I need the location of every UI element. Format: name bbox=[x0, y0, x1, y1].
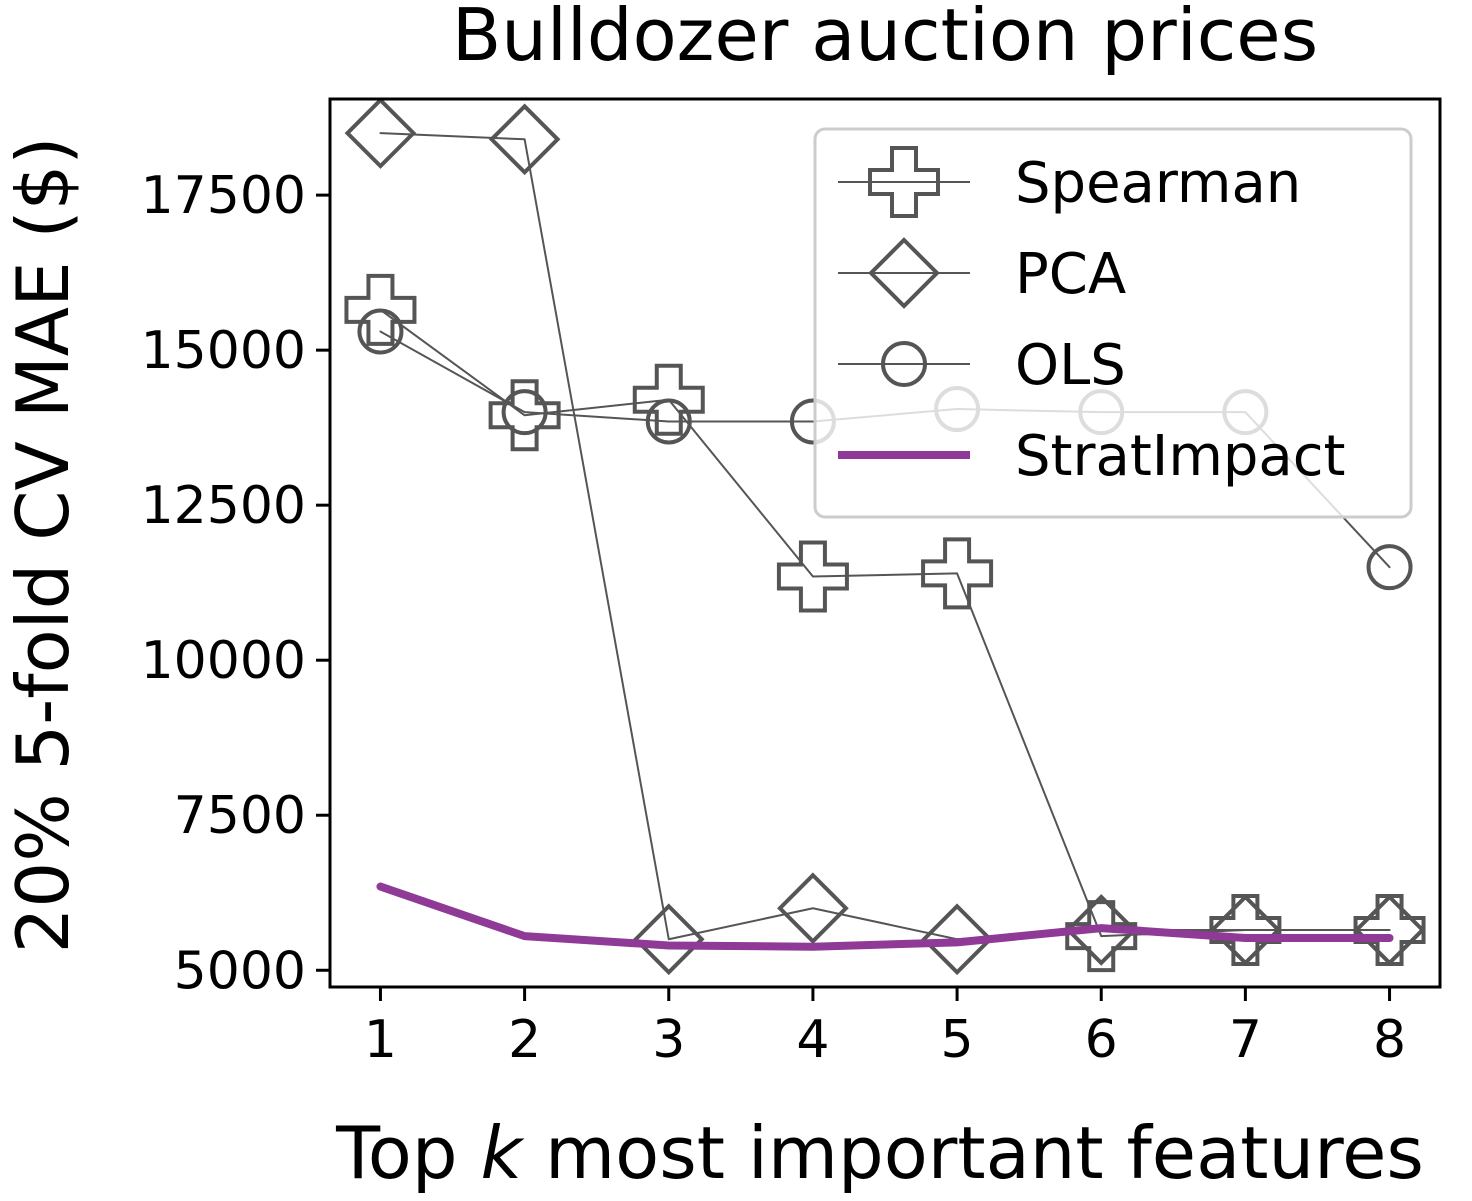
legend-entry-spearman: Spearman bbox=[838, 146, 1301, 218]
point-pca-8 bbox=[1353, 894, 1426, 966]
legend-label-spearman: Spearman bbox=[1015, 151, 1301, 216]
point-pca-5 bbox=[921, 903, 993, 976]
y-tick-label-5000: 5000 bbox=[174, 941, 306, 1001]
x-tick-label-5: 5 bbox=[941, 1010, 974, 1070]
y-tick-label-10000: 10000 bbox=[141, 631, 306, 691]
series-stratimpact bbox=[376, 882, 1394, 951]
x-tick-label-4: 4 bbox=[796, 1010, 829, 1070]
point-pca-4 bbox=[777, 872, 849, 945]
x-tick-label-3: 3 bbox=[652, 1010, 685, 1070]
legend-box bbox=[813, 127, 1413, 519]
point-ols-1 bbox=[357, 308, 404, 355]
point-pca-2 bbox=[488, 103, 561, 176]
point-ols-2 bbox=[501, 389, 548, 436]
point-pca-3 bbox=[632, 903, 705, 976]
x-tick-label-6: 6 bbox=[1085, 1010, 1118, 1070]
point-pca-6 bbox=[1065, 894, 1138, 966]
legend-label-ols: OLS bbox=[1015, 333, 1126, 398]
point-spearman-6 bbox=[1065, 900, 1138, 973]
y-tick-label-7500: 7500 bbox=[174, 786, 306, 846]
legend-label-pca: PCA bbox=[1015, 242, 1126, 307]
series-line-pca bbox=[379, 132, 1391, 941]
point-spearman-4 bbox=[776, 540, 849, 613]
axis-ticks: 1 2 3 4 5 6 7 8 5000 7500 10000 12500 15000 17500 bbox=[141, 166, 1407, 1070]
legend-label-stratimpact: StratImpact bbox=[1015, 424, 1345, 489]
x-tick-label-1: 1 bbox=[364, 1010, 397, 1070]
legend-entry-stratimpact: StratImpact bbox=[838, 424, 1345, 489]
y-tick-label-17500: 17500 bbox=[141, 166, 306, 226]
plot-area bbox=[344, 97, 1426, 976]
legend-marker-ols bbox=[881, 341, 927, 387]
legend-marker-spearman bbox=[868, 146, 940, 218]
x-axis-label: Top k most important features bbox=[335, 1111, 1424, 1195]
x-axis-label-suffix: most important features bbox=[522, 1111, 1424, 1195]
point-spearman-2 bbox=[488, 379, 561, 452]
point-ols-8 bbox=[1366, 544, 1413, 591]
point-ols-3 bbox=[645, 398, 692, 445]
point-spearman-5 bbox=[921, 537, 994, 610]
legend-entry-pca: PCA bbox=[838, 237, 1126, 309]
y-axis-label: 20% 5-fold CV MAE ($) bbox=[1, 137, 85, 954]
point-spearman-7 bbox=[1209, 893, 1282, 966]
x-tick-label-7: 7 bbox=[1229, 1010, 1262, 1070]
point-pca-7 bbox=[1209, 894, 1282, 966]
series-spearman bbox=[344, 273, 1426, 973]
legend: Spearman PCA OLS StratImpact bbox=[813, 127, 1413, 519]
series-line-spearman bbox=[379, 308, 1391, 938]
point-spearman-1 bbox=[344, 273, 417, 346]
x-tick-label-2: 2 bbox=[508, 1010, 541, 1070]
y-tick-label-15000: 15000 bbox=[141, 321, 306, 381]
series-line-stratimpact bbox=[376, 882, 1394, 951]
point-spearman-3 bbox=[632, 363, 705, 436]
point-pca-1 bbox=[344, 97, 417, 169]
y-tick-label-12500: 12500 bbox=[141, 476, 306, 536]
legend-entry-ols: OLS bbox=[838, 333, 1126, 398]
x-tick-label-8: 8 bbox=[1373, 1010, 1406, 1070]
chart-title: Bulldozer auction prices bbox=[452, 0, 1318, 77]
axes-frame bbox=[328, 97, 1442, 989]
series-pca bbox=[344, 97, 1426, 976]
x-axis-label-variable: k bbox=[480, 1111, 525, 1195]
legend-marker-pca bbox=[868, 237, 940, 309]
x-axis-label-prefix: Top bbox=[335, 1111, 480, 1195]
point-spearman-8 bbox=[1353, 893, 1426, 966]
